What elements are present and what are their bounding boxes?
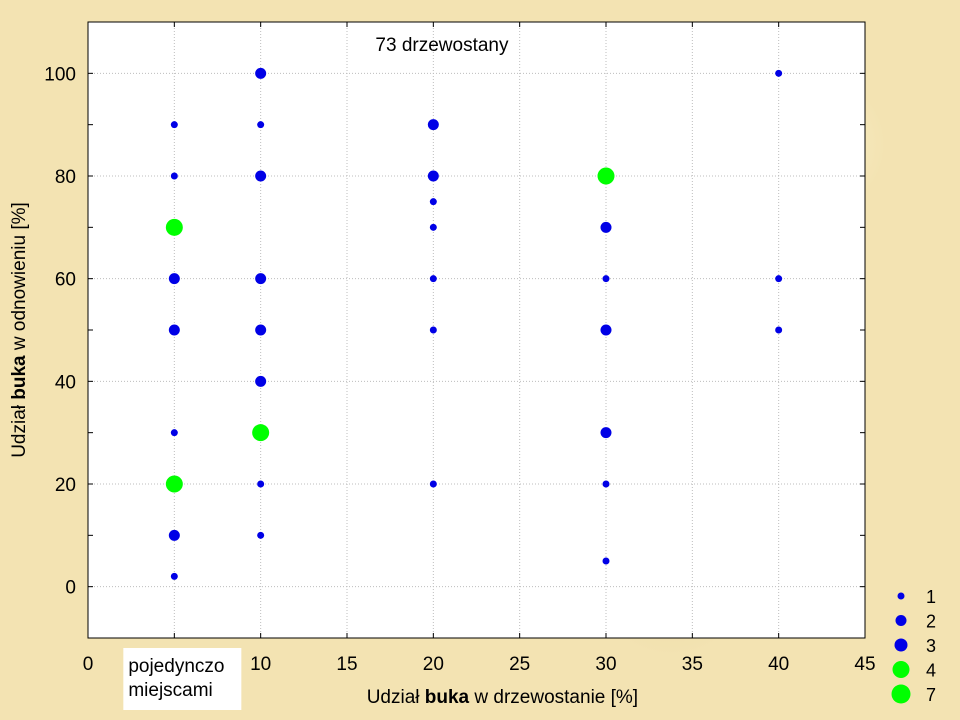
data-point — [602, 275, 610, 283]
data-point — [168, 324, 180, 336]
data-points — [165, 67, 783, 580]
data-point — [429, 326, 437, 334]
data-point — [170, 572, 178, 580]
legend-label: 1 — [926, 587, 936, 607]
axis-ticks: 0 10 15 20 25 30 35 40 45 0 20 40 60 80 100 — [44, 21, 876, 675]
data-point — [255, 67, 267, 79]
data-point — [429, 223, 437, 231]
data-point — [168, 529, 180, 541]
plot-area — [88, 22, 865, 638]
x-tick-label: 0 — [83, 654, 94, 675]
data-point — [165, 475, 183, 493]
data-point — [165, 218, 183, 236]
x-axis-title-part-1: Udział — [367, 687, 425, 708]
data-point — [775, 326, 783, 334]
data-point — [170, 121, 178, 129]
chart-title: 73 drzewostany — [375, 35, 509, 56]
y-axis-title-part-3: w odnowieniu [%] — [9, 202, 30, 355]
data-point — [775, 69, 783, 77]
legend-marker — [892, 661, 910, 678]
data-point — [257, 121, 265, 129]
x-axis-title: Udział buka w drzewostanie [%] — [367, 687, 638, 708]
y-tick-label: 40 — [55, 372, 76, 393]
legend-marker — [894, 638, 908, 652]
data-point — [170, 172, 178, 180]
data-point — [255, 375, 267, 387]
annotation-box-background — [123, 648, 242, 710]
data-point — [170, 429, 178, 437]
data-point — [168, 273, 180, 285]
data-point — [255, 324, 267, 336]
data-point — [252, 424, 270, 442]
data-point — [427, 119, 439, 131]
data-point — [600, 427, 612, 439]
legend: 1 2 3 4 7 — [891, 587, 936, 705]
legend-label: 2 — [926, 612, 936, 632]
data-point — [255, 273, 267, 285]
data-point — [257, 531, 265, 539]
legend-label: 4 — [926, 661, 936, 681]
x-axis-title-part-3: w drzewostanie [%] — [469, 687, 638, 708]
x-axis-title-bold: buka — [425, 687, 470, 708]
x-tick-label: 30 — [595, 654, 616, 675]
x-tick-label: 45 — [854, 654, 875, 675]
x-tick-label: 35 — [682, 654, 703, 675]
y-tick-label: 20 — [55, 475, 76, 496]
data-point — [429, 198, 437, 206]
y-tick-label: 60 — [55, 270, 76, 291]
x-tick-label: 25 — [509, 654, 530, 675]
legend-label: 3 — [926, 636, 936, 656]
y-tick-label: 80 — [55, 167, 76, 188]
data-point — [255, 170, 267, 182]
annotation-line-1: pojedynczo — [128, 656, 224, 677]
data-point — [257, 480, 265, 488]
legend-marker — [897, 592, 905, 600]
data-point — [429, 275, 437, 283]
data-point — [600, 221, 612, 233]
x-tick-label: 10 — [250, 654, 271, 675]
legend-marker — [891, 684, 911, 704]
data-point — [597, 167, 615, 185]
annotation-box: pojedynczo miejscami — [123, 648, 242, 710]
y-tick-label: 0 — [65, 578, 76, 599]
data-point — [602, 557, 610, 565]
data-point — [602, 480, 610, 488]
data-point — [429, 480, 437, 488]
x-tick-label: 15 — [336, 654, 357, 675]
data-point — [427, 170, 439, 182]
data-point — [600, 324, 612, 336]
y-axis-title-bold: buka — [9, 355, 30, 400]
x-tick-label: 40 — [768, 654, 789, 675]
legend-label: 7 — [926, 685, 936, 705]
y-axis-title-part-1: Udział — [9, 400, 30, 458]
data-point — [775, 275, 783, 283]
y-tick-label: 100 — [44, 64, 76, 85]
y-axis-title: Udział buka w odnowieniu [%] — [9, 202, 30, 458]
x-tick-label: 20 — [423, 654, 444, 675]
annotation-line-2: miejscami — [128, 680, 212, 701]
legend-marker — [895, 615, 907, 626]
